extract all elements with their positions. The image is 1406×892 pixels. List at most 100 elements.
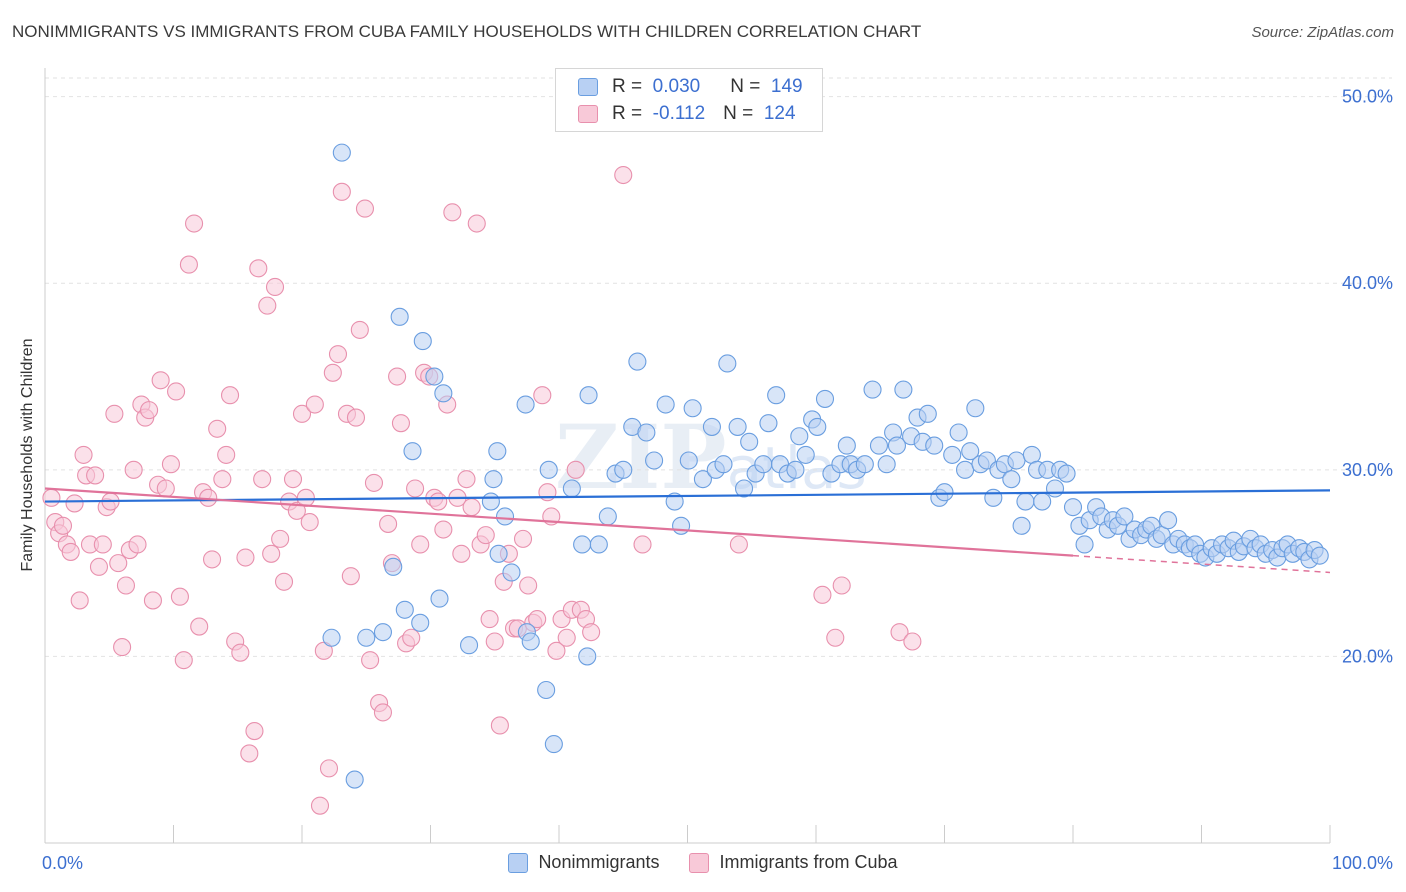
nonimmigrant-point xyxy=(481,492,500,511)
nonimmigrant-point xyxy=(734,479,754,498)
cuba-point xyxy=(346,408,366,427)
cuba-point xyxy=(89,557,109,576)
cuba-point xyxy=(174,651,193,670)
cuba-point xyxy=(236,548,255,567)
cuba-point xyxy=(61,542,80,561)
cuba-point xyxy=(140,401,159,420)
nonimmigrant-point xyxy=(863,380,882,399)
cuba-point xyxy=(379,514,398,533)
nonimmigrant-point xyxy=(645,451,664,470)
nonimmigrant-point xyxy=(589,535,608,554)
nonimmigrant-point xyxy=(949,423,968,442)
series-legend: Nonimmigrants Immigrants from Cuba xyxy=(0,852,1406,873)
cuba-point xyxy=(220,386,240,405)
nonimmigrant-point xyxy=(961,442,980,461)
cuba-point xyxy=(296,488,315,507)
y-tick-label: 20.0% xyxy=(1342,646,1393,666)
cuba-point xyxy=(457,470,476,489)
legend-r-value: 0.030 xyxy=(652,76,701,97)
nonimmigrant-point xyxy=(837,436,856,455)
legend-row-cuba: R = -0.112 N = 124 xyxy=(578,102,796,126)
cuba-point xyxy=(86,466,105,485)
nonimmigrant-point xyxy=(1063,498,1083,517)
cuba-point xyxy=(528,610,547,629)
cuba-point xyxy=(832,576,851,595)
cuba-point xyxy=(128,535,147,554)
nonimmigrant-point xyxy=(484,470,503,489)
nonimmigrant-point xyxy=(918,404,937,423)
legend-swatch-nonimmigrants xyxy=(508,852,529,873)
x-tick-label-max: 100.0% xyxy=(1331,853,1393,873)
legend-swatch-cuba xyxy=(689,852,710,873)
cuba-point xyxy=(245,721,264,741)
cuba-point xyxy=(113,638,132,657)
nonimmigrant-point xyxy=(815,389,835,408)
nonimmigrant-point xyxy=(808,417,827,436)
cuba-point xyxy=(729,535,748,554)
cuba-point xyxy=(319,759,339,778)
cuba-point xyxy=(170,587,189,606)
cuba-point xyxy=(93,535,112,554)
legend-n-value: 149 xyxy=(770,76,803,97)
nonimmigrant-point xyxy=(943,445,962,464)
nonimmigrant-point xyxy=(1016,492,1035,511)
legend-n-label: N = xyxy=(730,76,761,97)
legend-n-label: N = xyxy=(723,103,754,124)
cuba-point xyxy=(364,473,384,492)
nonimmigrant-point xyxy=(665,492,684,511)
nonimmigrant-point xyxy=(521,632,540,651)
cuba-point xyxy=(42,488,61,507)
nonimmigrant-point xyxy=(516,395,535,414)
cuba-point xyxy=(283,470,303,489)
nonimmigrant-point xyxy=(702,417,721,436)
cuba-point xyxy=(476,526,495,545)
nonimmigrant-point xyxy=(1002,470,1021,489)
nonimmigrant-point xyxy=(537,680,556,700)
nonimmigrant-point xyxy=(411,613,430,632)
cuba-point xyxy=(300,513,319,532)
cuba-point xyxy=(258,296,277,315)
nonimmigrant-point xyxy=(403,442,422,461)
nonimmigrant-point xyxy=(718,354,737,373)
nonimmigrant-point xyxy=(434,384,453,403)
nonimmigrant-point xyxy=(628,352,647,371)
trend-line-cuba xyxy=(44,487,1074,557)
nonimmigrant-point xyxy=(1057,464,1076,483)
nonimmigrant-point xyxy=(1115,507,1134,526)
cuba-point xyxy=(467,214,486,233)
cuba-point xyxy=(124,460,143,479)
nonimmigrant-point xyxy=(925,436,944,455)
y-tick-label: 50.0% xyxy=(1342,87,1393,107)
cuba-point xyxy=(373,703,393,722)
cuba-point xyxy=(429,492,448,511)
trend-line-nonimmigrants xyxy=(44,489,1331,503)
stats-legend: R = 0.030 N = 149 R = -0.112 N = 124 xyxy=(555,68,823,132)
nonimmigrant-point xyxy=(544,735,563,754)
nonimmigrant-point xyxy=(887,436,907,455)
nonimmigrant-point xyxy=(598,507,617,526)
legend-item-nonimmigrants: Nonimmigrants xyxy=(508,852,659,873)
cuba-point xyxy=(217,445,236,464)
nonimmigrant-point xyxy=(1007,451,1026,470)
cuba-point xyxy=(240,744,259,763)
nonimmigrant-point xyxy=(390,307,409,326)
cuba-point xyxy=(813,585,832,604)
cuba-point xyxy=(480,610,499,629)
trend-line-cuba-extension xyxy=(1072,554,1331,574)
cuba-point xyxy=(513,529,533,548)
legend-n-value: 124 xyxy=(763,103,796,124)
nonimmigrant-point xyxy=(1045,479,1065,498)
nonimmigrant-point xyxy=(956,460,975,479)
cuba-point xyxy=(533,386,552,405)
nonimmigrant-point xyxy=(786,460,805,479)
nonimmigrant-point xyxy=(614,460,633,479)
cuba-point xyxy=(826,628,845,647)
cuba-point xyxy=(633,535,652,554)
nonimmigrant-point xyxy=(796,445,815,464)
nonimmigrant-point xyxy=(1033,492,1052,511)
cuba-point xyxy=(903,632,922,651)
cuba-point xyxy=(582,623,601,642)
cuba-point xyxy=(190,617,209,636)
cuba-point xyxy=(332,182,351,201)
cuba-point xyxy=(890,623,909,642)
